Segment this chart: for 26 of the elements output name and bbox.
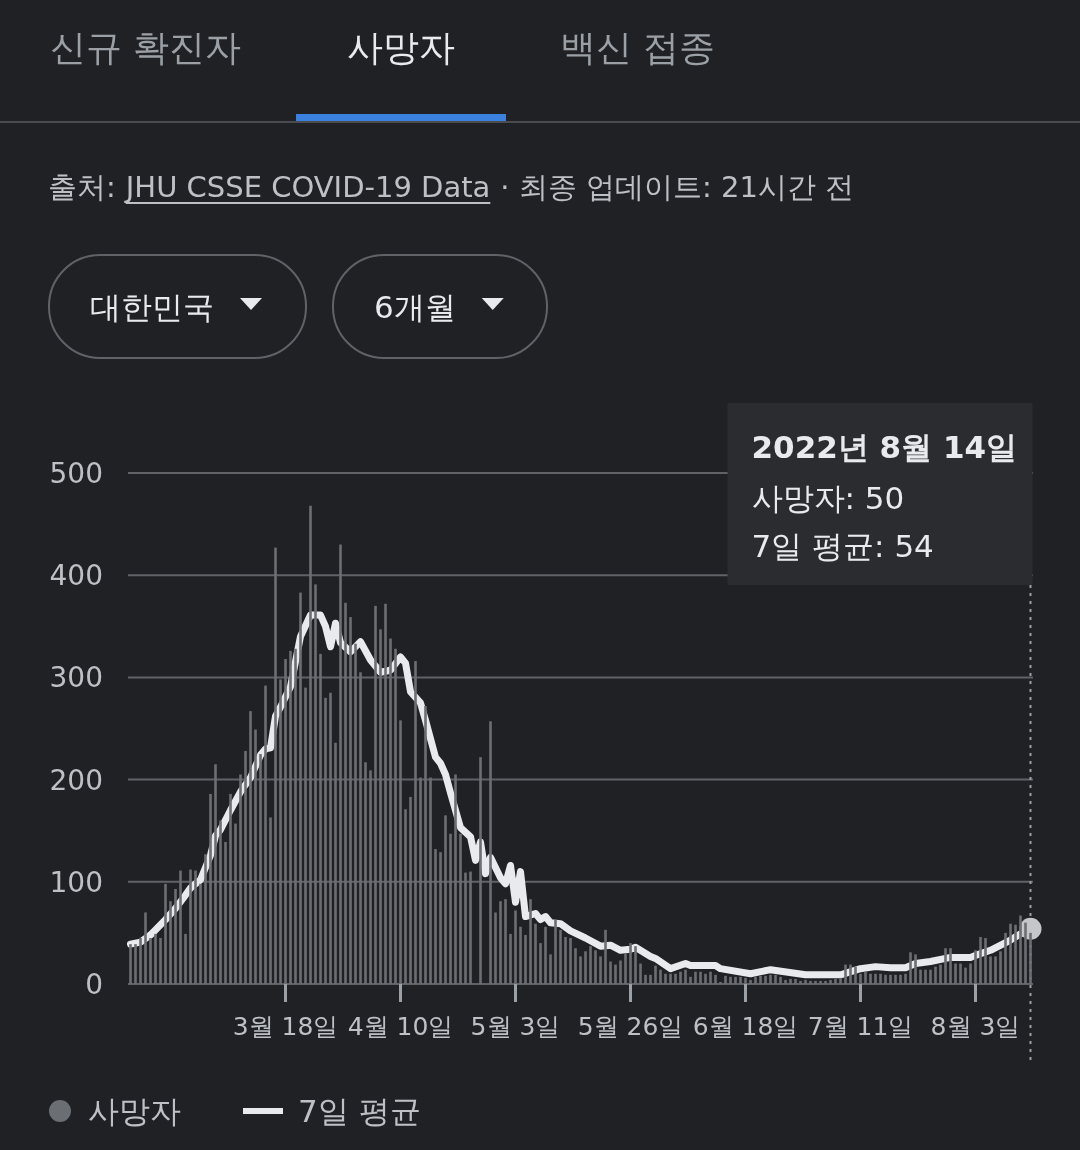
y-tick-label: 200 [49, 763, 103, 797]
chart-title: 사망자 [347, 27, 455, 68]
x-tick-label: 8월 3일 [930, 1012, 1021, 1041]
legend-label: 7일 평균 [298, 1093, 421, 1129]
x-tick-label: 3월 18일 [232, 1012, 339, 1041]
y-tick-label: 500 [49, 457, 103, 490]
y-tick-label: 300 [49, 661, 103, 695]
x-tick-label: 6월 18일 [692, 1012, 799, 1041]
annotation: 사망자: 50 [751, 480, 905, 516]
text: JHU CSSE COVID-19 Data [123, 170, 491, 204]
annotation: 7일 평균: 54 [751, 528, 934, 564]
text: · 최종 업데이트: 21시간 전 [500, 170, 855, 204]
legend-label: 사망자 [88, 1093, 181, 1129]
x-tick-label: 4월 10일 [347, 1012, 454, 1041]
x-tick-label: 5월 3일 [470, 1012, 561, 1041]
x-tick-label: 5월 26일 [577, 1012, 684, 1041]
y-tick-label: 0 [85, 968, 103, 1001]
y-tick-label: 400 [49, 559, 103, 593]
text: 신규 확진자 [50, 27, 242, 68]
dropdown: 대한민국 [48, 254, 307, 359]
text: 백신 접종 [560, 27, 716, 68]
y-tick-label: 100 [49, 865, 103, 899]
dropdown: 6개월 [332, 254, 548, 359]
x-tick-label: 7월 11일 [807, 1012, 914, 1041]
tooltip: 2022년 8월 14일 사망자: 50 7일 평균: 54 [727, 403, 1033, 585]
source-note: 출처: [48, 170, 116, 204]
